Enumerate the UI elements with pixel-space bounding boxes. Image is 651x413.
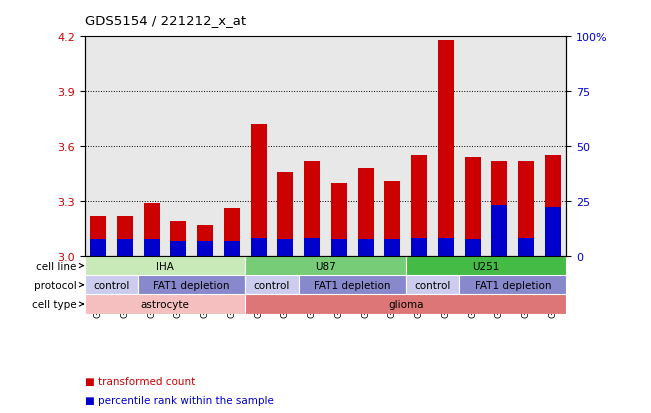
Bar <box>465 240 480 256</box>
Text: ■ percentile rank within the sample: ■ percentile rank within the sample <box>85 395 273 405</box>
Text: GDS5154 / 221212_x_at: GDS5154 / 221212_x_at <box>85 14 246 27</box>
Bar <box>143 240 159 256</box>
Bar <box>171 222 186 256</box>
Bar <box>406 256 566 275</box>
Text: ■ transformed count: ■ transformed count <box>85 376 195 386</box>
Bar <box>357 240 374 256</box>
Bar <box>245 256 406 275</box>
Bar <box>357 169 374 256</box>
Bar <box>438 41 454 256</box>
Text: glioma: glioma <box>388 299 424 309</box>
Text: U251: U251 <box>473 261 500 271</box>
Text: U87: U87 <box>315 261 336 271</box>
Text: cell line: cell line <box>36 261 83 271</box>
Bar <box>90 216 106 256</box>
Text: protocol: protocol <box>34 280 83 290</box>
Text: IHA: IHA <box>156 261 174 271</box>
Bar <box>465 158 480 256</box>
Bar <box>197 242 213 256</box>
Bar <box>518 161 534 256</box>
Bar <box>299 275 406 295</box>
Bar <box>304 161 320 256</box>
Bar <box>304 238 320 256</box>
Bar <box>331 240 347 256</box>
Bar <box>90 240 106 256</box>
Text: control: control <box>254 280 290 290</box>
Bar <box>85 295 245 314</box>
Bar <box>277 240 294 256</box>
Bar <box>438 238 454 256</box>
Text: astrocyte: astrocyte <box>141 299 189 309</box>
Bar <box>384 240 400 256</box>
Bar <box>251 238 267 256</box>
Bar <box>224 209 240 256</box>
Text: FAT1 depletion: FAT1 depletion <box>314 280 391 290</box>
Bar <box>251 125 267 256</box>
Bar <box>245 295 566 314</box>
Text: FAT1 depletion: FAT1 depletion <box>475 280 551 290</box>
Bar <box>460 275 566 295</box>
Bar <box>277 172 294 256</box>
Text: cell type: cell type <box>32 299 83 309</box>
Bar <box>117 240 133 256</box>
Bar <box>171 242 186 256</box>
Bar <box>545 156 561 256</box>
Bar <box>518 238 534 256</box>
Bar <box>85 275 138 295</box>
Bar <box>197 225 213 256</box>
Bar <box>545 207 561 256</box>
Bar <box>492 205 508 256</box>
Bar <box>245 275 299 295</box>
Bar <box>117 216 133 256</box>
Text: control: control <box>93 280 130 290</box>
Bar <box>384 181 400 256</box>
Bar <box>411 238 427 256</box>
Bar <box>411 156 427 256</box>
Text: FAT1 depletion: FAT1 depletion <box>154 280 230 290</box>
Bar <box>406 275 460 295</box>
Bar <box>85 256 245 275</box>
Bar <box>492 161 508 256</box>
Text: control: control <box>415 280 450 290</box>
Bar <box>331 183 347 256</box>
Bar <box>224 242 240 256</box>
Bar <box>143 203 159 256</box>
Bar <box>138 275 245 295</box>
